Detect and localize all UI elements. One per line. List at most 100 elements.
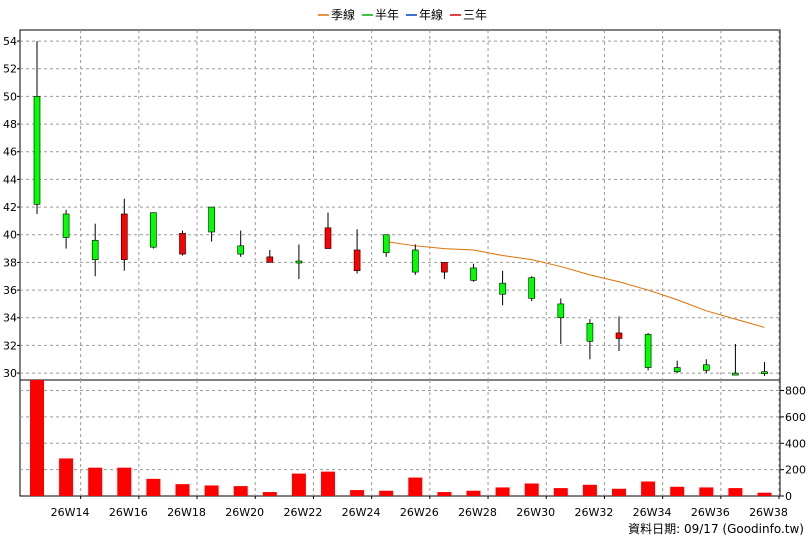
price-tick-label: 32 xyxy=(3,339,17,352)
volume-bar xyxy=(204,485,219,496)
ma-line-季線 xyxy=(386,241,765,328)
data-date-footer: 資料日期: 09/17 (Goodinfo.tw) xyxy=(628,522,804,536)
x-tick-label: 26W38 xyxy=(749,506,788,519)
x-tick-label: 26W32 xyxy=(574,506,613,519)
x-tick-label: 26W30 xyxy=(516,506,555,519)
x-tick-label: 26W28 xyxy=(458,506,497,519)
volume-bar xyxy=(30,380,44,496)
volume-bar xyxy=(699,487,714,496)
candle-body-down xyxy=(324,227,332,249)
candle-body-up xyxy=(411,249,419,273)
candle-body-up xyxy=(470,267,477,281)
price-panel-frame xyxy=(19,29,781,381)
candle-body-up xyxy=(673,367,681,372)
volume-bar xyxy=(262,492,277,496)
volume-bar xyxy=(175,484,190,496)
price-tick-label: 36 xyxy=(3,284,17,297)
candle-body-up xyxy=(702,364,710,371)
volume-bar xyxy=(350,490,365,496)
volume-tick-label: 0 xyxy=(785,490,792,503)
price-tick-label: 54 xyxy=(3,35,17,48)
candle-body-up xyxy=(208,206,215,233)
price-tick-label: 40 xyxy=(3,229,17,242)
x-tick-label: 26W34 xyxy=(633,506,672,519)
volume-bar xyxy=(553,488,568,496)
candle-body-up xyxy=(732,372,739,376)
volume-tick-label: 600 xyxy=(785,411,806,424)
x-tick-label: 26W26 xyxy=(400,506,439,519)
volume-bars xyxy=(30,380,772,496)
candle-body-down xyxy=(121,213,128,260)
volume-bar xyxy=(757,492,772,496)
volume-bar xyxy=(495,487,510,496)
x-axis: 26W14 26W16 26W18 26W20 26W22 26W24 26W26 26W28… xyxy=(51,496,788,519)
candle-body-up xyxy=(295,260,303,264)
volume-bar xyxy=(466,490,481,496)
price-tick-label: 34 xyxy=(3,312,17,325)
candle-body-up xyxy=(528,277,536,299)
x-tick-label: 26W18 xyxy=(167,506,206,519)
volume-bar xyxy=(728,488,743,496)
candle-body-down xyxy=(266,256,274,263)
volume-bar xyxy=(117,467,132,496)
price-axis: 30 32 34 36 38 40 42 44 46 48 50 52 54 xyxy=(3,35,20,380)
legend-label-3: 三年 xyxy=(463,8,487,22)
volume-gridlines xyxy=(20,380,780,496)
x-tick-label: 26W20 xyxy=(225,506,264,519)
volume-bar xyxy=(524,483,539,496)
candle-body-up xyxy=(237,245,244,255)
volume-bar xyxy=(233,486,248,496)
price-tick-label: 48 xyxy=(3,118,17,131)
volume-bar xyxy=(291,473,306,496)
price-tick-label: 42 xyxy=(3,201,17,214)
price-tick-label: 52 xyxy=(3,63,17,76)
candle-body-down xyxy=(179,233,186,255)
volume-bar xyxy=(641,481,656,496)
candle-body-up xyxy=(644,334,652,368)
volume-bar xyxy=(321,471,335,496)
x-tick-label: 26W16 xyxy=(109,506,148,519)
x-tick-label: 26W24 xyxy=(342,506,381,519)
volume-axis: 0 200 400 600 800 xyxy=(780,385,806,503)
volume-tick-label: 200 xyxy=(785,464,806,477)
candle-body-up xyxy=(557,303,565,319)
candle-body-up xyxy=(382,234,390,254)
candle-body-down xyxy=(441,262,448,273)
volume-bar xyxy=(670,486,685,496)
candle-body-down xyxy=(615,332,623,339)
volume-tick-label: 800 xyxy=(785,385,806,398)
volume-bar xyxy=(437,492,452,496)
volume-bar xyxy=(582,484,597,496)
candle-body-up xyxy=(150,212,157,248)
x-tick-label: 26W14 xyxy=(51,506,90,519)
price-gridlines xyxy=(20,30,780,380)
volume-tick-label: 400 xyxy=(785,437,806,450)
volume-bar xyxy=(59,458,74,496)
price-tick-label: 46 xyxy=(3,146,17,159)
candle-body-up xyxy=(33,96,41,205)
x-tick-label: 26W22 xyxy=(283,506,322,519)
candle-body-up xyxy=(761,371,768,374)
candle-body-up xyxy=(91,239,99,260)
candle-body-down xyxy=(353,249,361,272)
volume-bar xyxy=(379,490,394,496)
volume-bar xyxy=(612,488,626,496)
quarterly-ma-line xyxy=(386,241,765,328)
legend-label-1: 半年 xyxy=(375,8,399,22)
volume-panel-frame xyxy=(19,379,781,497)
price-tick-label: 44 xyxy=(3,173,17,186)
volume-bar xyxy=(408,477,423,496)
volume-bar xyxy=(88,467,103,496)
candle-body-up xyxy=(62,213,70,238)
candle-body-up xyxy=(499,282,506,295)
price-tick-label: 50 xyxy=(3,90,17,103)
candlesticks xyxy=(33,41,768,376)
legend: 季線 半年 年線 三年 xyxy=(318,7,487,22)
price-tick-label: 30 xyxy=(3,367,17,380)
legend-label-0: 季線 xyxy=(331,7,355,22)
volume-bar xyxy=(146,478,161,496)
price-tick-label: 38 xyxy=(3,256,17,269)
legend-label-2: 年線 xyxy=(419,7,443,22)
x-tick-label: 26W36 xyxy=(691,506,730,519)
